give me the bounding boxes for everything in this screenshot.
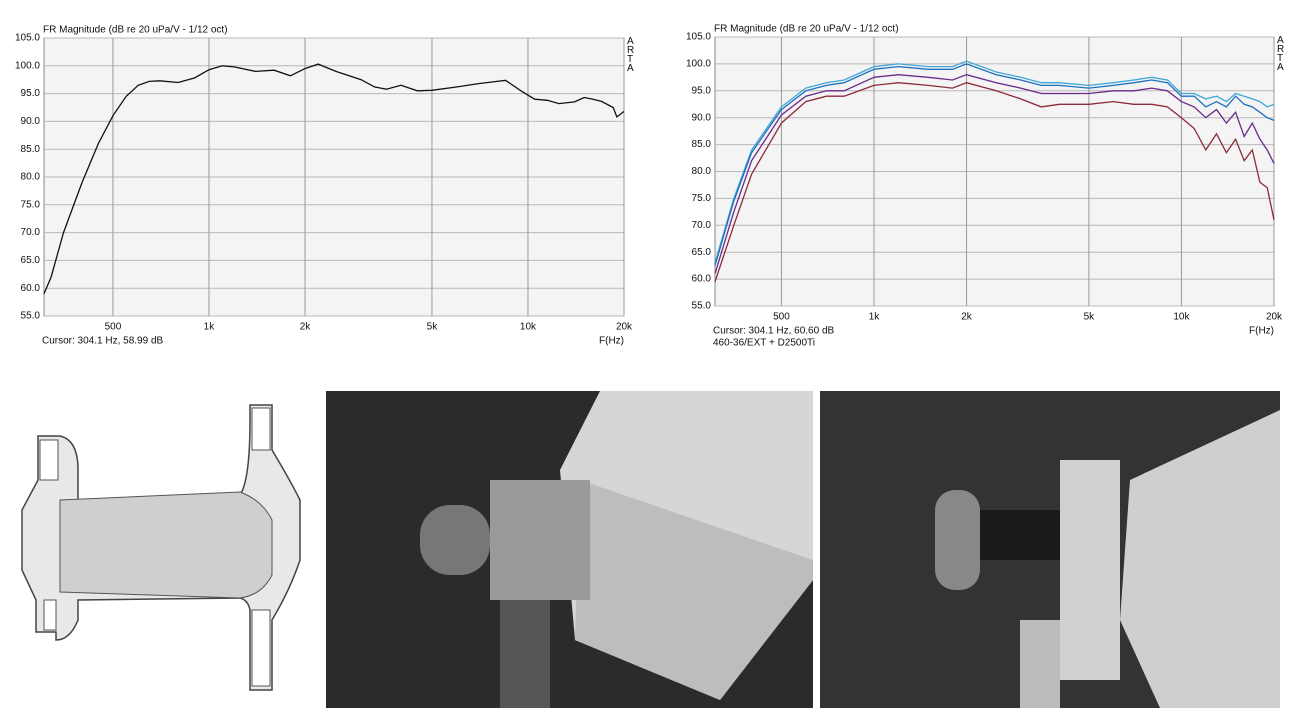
x-tick-label: 1k [204, 322, 216, 333]
x-tick-label: 2k [300, 322, 312, 333]
x-tick-label: 5k [427, 322, 439, 333]
x-tick-label: 500 [105, 322, 122, 333]
y-tick-label: 75.0 [21, 199, 41, 210]
x-tick-label: 10k [1173, 312, 1190, 323]
x-axis-label: F(Hz) [1249, 326, 1274, 337]
chart-title: FR Magnitude (dB re 20 uPa/V - 1/12 oct) [43, 25, 228, 36]
x-tick-label: 5k [1084, 312, 1096, 323]
y-tick-label: 80.0 [692, 166, 712, 177]
x-tick-label: 20k [616, 322, 633, 333]
y-tick-label: 105.0 [15, 33, 40, 44]
y-tick-label: 85.0 [21, 144, 41, 155]
horn-section-drawing [21, 404, 301, 691]
y-tick-label: 70.0 [21, 227, 41, 238]
y-tick-label: 105.0 [686, 32, 711, 43]
y-tick-label: 100.0 [15, 60, 40, 71]
y-tick-label: 55.0 [21, 311, 41, 322]
y-tick-label: 55.0 [692, 301, 712, 312]
series-line [714, 63, 1275, 266]
y-tick-label: 60.0 [692, 274, 712, 285]
series-line [714, 60, 1275, 264]
y-tick-label: 100.0 [686, 59, 711, 70]
y-tick-label: 70.0 [692, 220, 712, 231]
y-tick-label: 90.0 [21, 116, 41, 127]
x-tick-label: 500 [773, 312, 790, 323]
series-line [43, 63, 625, 295]
x-tick-label: 1k [869, 312, 881, 323]
x-tick-label: 2k [961, 312, 973, 323]
x-axis-label: F(Hz) [599, 336, 624, 347]
cursor-readout: Cursor: 304.1 Hz, 60.60 dB [713, 326, 835, 337]
measurement-note: 460-36/EXT + D2500Ti [713, 338, 815, 349]
chart-title: FR Magnitude (dB re 20 uPa/V - 1/12 oct) [714, 24, 899, 35]
y-tick-label: 95.0 [692, 85, 712, 96]
y-tick-label: 75.0 [692, 193, 712, 204]
y-tick-label: 80.0 [21, 172, 41, 183]
y-tick-label: 90.0 [692, 112, 712, 123]
photo-1 [326, 391, 813, 708]
y-tick-label: 95.0 [21, 88, 41, 99]
cursor-readout: Cursor: 304.1 Hz, 58.99 dB [42, 336, 164, 347]
x-tick-label: 20k [1266, 312, 1283, 323]
series-line [714, 74, 1275, 274]
x-tick-label: 10k [520, 322, 537, 333]
y-tick-label: 85.0 [692, 139, 712, 150]
photo-2 [820, 391, 1280, 708]
watermark: ARTA [1277, 35, 1285, 73]
y-tick-label: 60.0 [21, 283, 41, 294]
series-line [714, 82, 1275, 283]
watermark: ARTA [627, 36, 635, 74]
y-tick-label: 65.0 [21, 255, 41, 266]
y-tick-label: 65.0 [692, 247, 712, 258]
